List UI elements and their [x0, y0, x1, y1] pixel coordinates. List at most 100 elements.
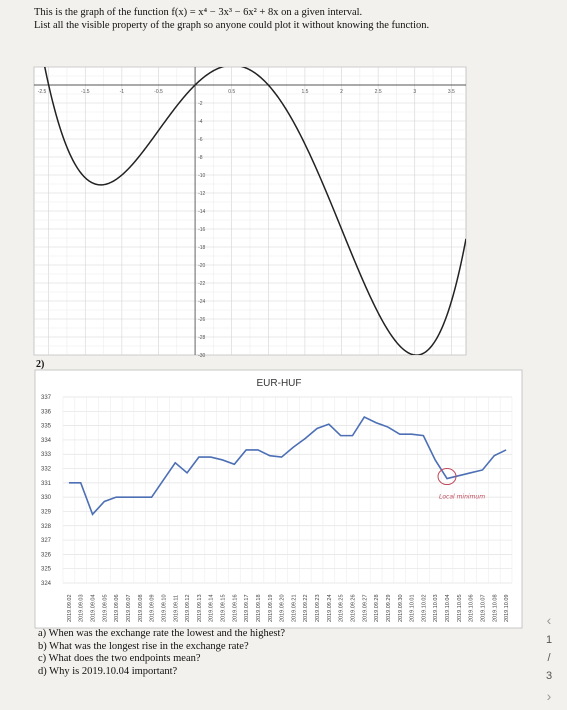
x-tick-label: 1.5	[301, 89, 308, 95]
x-tick-label: 2019.09.14	[209, 594, 215, 622]
y-tick-label: -4	[198, 119, 203, 125]
x-tick-label: 2019.09.23	[315, 594, 321, 622]
y-tick-label: 335	[41, 424, 52, 430]
x-tick-label: 2019.09.15	[221, 594, 227, 622]
question-a: a) When was the exchange rate the lowest…	[38, 628, 286, 639]
y-tick-label: 325	[41, 567, 52, 573]
x-tick-label: 2.5	[375, 89, 382, 95]
y-tick-label: 337	[41, 395, 52, 401]
eurhuf-line	[68, 415, 507, 516]
question-c: c) What does the two endpoints mean?	[38, 653, 201, 664]
x-tick-label: 2	[340, 89, 343, 95]
y-tick-label: -24	[198, 299, 205, 305]
y-tick-label: -12	[198, 191, 205, 197]
y-tick-label: -30	[198, 353, 205, 359]
x-tick-label: 2019.10.03	[433, 594, 439, 622]
x-tick-label: 2019.09.18	[256, 594, 262, 622]
x-tick-label: 3.5	[448, 89, 455, 95]
y-tick-label: -16	[198, 227, 205, 233]
x-tick-label: 2019.09.07	[126, 594, 132, 622]
y-tick-label: -14	[198, 209, 205, 215]
y-tick-label: -8	[198, 155, 203, 161]
x-tick-label: 2019.09.29	[386, 594, 392, 622]
question-number: 2)	[36, 359, 45, 370]
x-tick-label: 2019.09.28	[374, 594, 380, 622]
y-tick-label: 336	[41, 409, 52, 415]
x-tick-label: 2019.10.04	[445, 594, 451, 622]
prev-page-icon[interactable]: ‹	[546, 612, 552, 628]
x-tick-label: 3	[413, 89, 416, 95]
x-tick-label: 2019.09.16	[232, 594, 238, 622]
x-tick-label: 2019.10.05	[457, 594, 463, 622]
questions-list: a) When was the exchange rate the lowest…	[38, 628, 285, 678]
y-tick-label: -6	[198, 137, 203, 143]
y-tick-label: 330	[41, 495, 52, 501]
x-tick-label: -1.5	[81, 89, 90, 95]
intro-line-2: List all the visible property of the gra…	[34, 20, 430, 31]
x-tick-label: 2019.09.02	[67, 594, 73, 622]
next-page-icon[interactable]: ›	[546, 688, 552, 704]
eurhuf-y-ticks: 324 325 326 327 328 329 330 331 332 333 334 335 336 3…	[41, 395, 52, 587]
function-plot: -2.5 -1.5 -1 -0.5 0.5 1.5 2 2.5 3 3.5 -2 -4 -6 -8 -10…	[33, 66, 467, 359]
y-tick-label: -18	[198, 245, 205, 251]
x-tick-label: 2019.09.30	[398, 594, 404, 622]
x-tick-label: 2019.09.24	[327, 594, 333, 622]
x-tick-label: 2019.09.17	[244, 594, 250, 622]
x-tick-label: 2019.09.19	[268, 594, 274, 622]
y-tick-label: -26	[198, 317, 205, 323]
x-tick-label: 2019.10.07	[480, 594, 486, 622]
x-tick-label: -1	[120, 89, 125, 95]
y-tick-label: -2	[198, 101, 203, 107]
page-navigation: ‹ 1 / 3 ›	[541, 612, 557, 710]
page-total: 3	[545, 670, 553, 682]
x-tick-label: 2019.10.02	[421, 594, 427, 622]
y-tick-label: -20	[198, 263, 205, 269]
x-tick-label: 2019.09.08	[138, 594, 144, 622]
x-tick-label: 0.5	[228, 89, 235, 95]
x-tick-label: 2019.10.06	[469, 594, 475, 622]
page-separator: /	[547, 652, 551, 664]
x-tick-label: 2019.10.09	[504, 594, 510, 622]
intro-line-1: This is the graph of the function f(x) =…	[34, 7, 363, 18]
x-tick-label: 2019.09.12	[185, 594, 191, 622]
function-plot-y-ticks: -2 -4 -6 -8 -10 -12 -14 -16 -18 -20 -22 -24 -26 -28 -3…	[198, 101, 205, 359]
x-tick-label: 2019.09.25	[339, 594, 345, 622]
eurhuf-annotation: Local minimum	[437, 468, 485, 501]
x-tick-label: -2.5	[38, 89, 47, 95]
question-b: b) What was the longest rise in the exch…	[38, 640, 249, 652]
y-tick-label: 327	[41, 538, 52, 544]
y-tick-label: 334	[41, 438, 52, 444]
x-tick-label: 2019.09.21	[291, 594, 297, 622]
x-tick-label: 2019.09.27	[362, 594, 368, 622]
x-tick-label: 2019.10.08	[492, 594, 498, 622]
y-tick-label: -10	[198, 173, 205, 179]
x-tick-label: 2019.09.04	[91, 594, 97, 622]
function-plot-x-ticks: -2.5 -1.5 -1 -0.5 0.5 1.5 2 2.5 3 3.5	[38, 89, 455, 95]
x-tick-label: 2019.09.03	[79, 594, 85, 622]
x-tick-label: 2019.09.26	[350, 594, 356, 622]
page-current: 1	[545, 634, 553, 646]
x-tick-label: 2019.09.11	[173, 595, 179, 622]
intro-text: This is the graph of the function f(x) =…	[34, 6, 429, 32]
eurhuf-chart-grid	[62, 396, 513, 584]
y-tick-label: 328	[41, 524, 52, 530]
function-curve	[44, 67, 466, 355]
x-tick-label: 2019.09.20	[280, 594, 286, 622]
question-d: d) Why is 2019.10.04 important?	[38, 665, 178, 677]
x-tick-label: 2019.09.13	[197, 594, 203, 622]
y-tick-label: 331	[41, 481, 52, 487]
x-tick-label: 2019.09.09	[150, 594, 156, 622]
x-tick-label: 2019.09.22	[303, 594, 309, 622]
function-plot-axes	[34, 67, 466, 355]
y-tick-label: 326	[41, 552, 52, 558]
x-tick-label: 2019.09.06	[114, 594, 120, 622]
annotation-text: Local minimum	[439, 494, 485, 501]
x-tick-label: -0.5	[154, 89, 163, 95]
y-tick-label: -28	[198, 335, 205, 341]
eurhuf-chart: EUR-HUF 324 325 326 327 328 329 330 331 332 333 33…	[34, 369, 523, 629]
eurhuf-chart-title: EUR-HUF	[257, 378, 302, 389]
y-tick-label: -22	[198, 281, 205, 287]
y-tick-label: 332	[41, 467, 52, 473]
x-tick-label: 2019.09.10	[161, 594, 167, 622]
